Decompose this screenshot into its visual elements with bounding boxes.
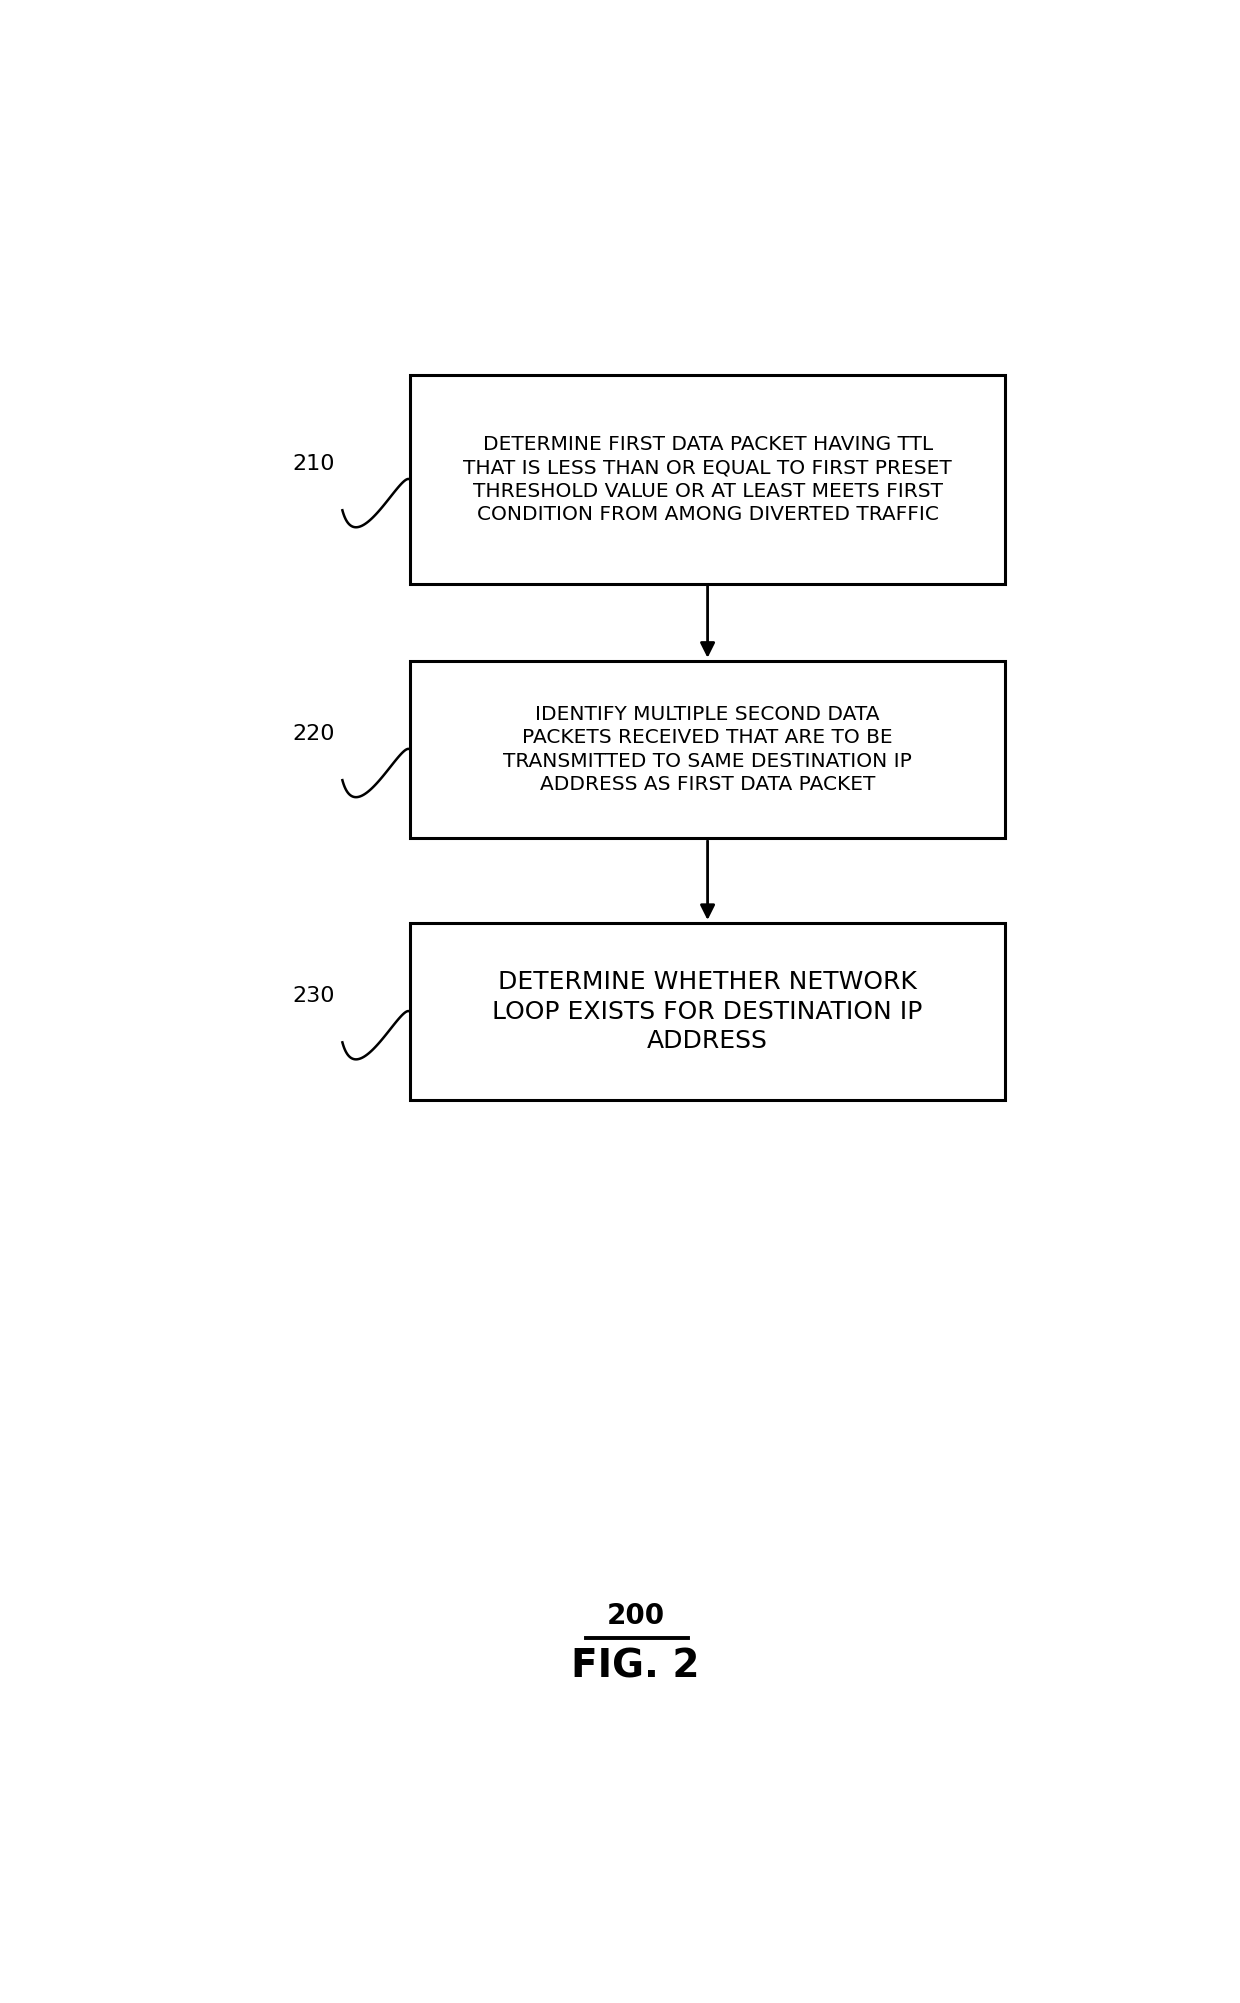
Text: 220: 220 bbox=[293, 723, 335, 743]
Bar bbox=[409, 923, 1006, 1100]
Text: DETERMINE FIRST DATA PACKET HAVING TTL
THAT IS LESS THAN OR EQUAL TO FIRST PRESE: DETERMINE FIRST DATA PACKET HAVING TTL T… bbox=[464, 435, 952, 525]
Text: FIG. 2: FIG. 2 bbox=[572, 1648, 699, 1687]
Bar bbox=[409, 375, 1006, 583]
Text: 230: 230 bbox=[293, 985, 335, 1006]
Text: DETERMINE WHETHER NETWORK
LOOP EXISTS FOR DESTINATION IP
ADDRESS: DETERMINE WHETHER NETWORK LOOP EXISTS FO… bbox=[492, 969, 923, 1054]
Bar bbox=[409, 661, 1006, 837]
Text: IDENTIFY MULTIPLE SECOND DATA
PACKETS RECEIVED THAT ARE TO BE
TRANSMITTED TO SAM: IDENTIFY MULTIPLE SECOND DATA PACKETS RE… bbox=[503, 705, 911, 793]
Text: 210: 210 bbox=[293, 455, 335, 475]
Text: 200: 200 bbox=[606, 1602, 665, 1630]
